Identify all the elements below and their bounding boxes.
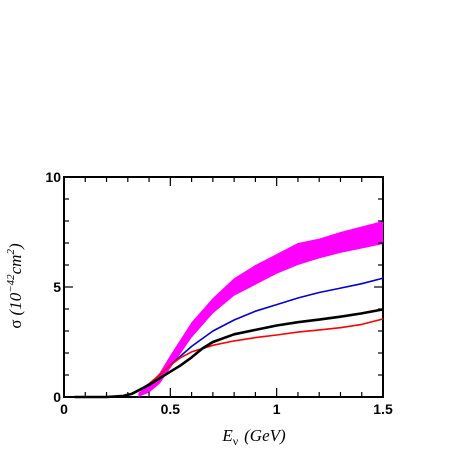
- x-axis-title: Eν (GeV): [221, 426, 286, 448]
- y-axis-symbol: σ: [6, 319, 25, 328]
- y-axis-unit-open: (10: [6, 292, 25, 315]
- y-axis-unit-exponent: −42: [5, 274, 17, 293]
- x-tick-label: 0: [60, 401, 68, 417]
- x-tick-label: 1: [273, 401, 281, 417]
- x-axis-subscript: ν: [233, 434, 239, 448]
- plot-frame: [63, 176, 384, 398]
- x-axis-variable: E: [221, 426, 233, 445]
- uncertainty-band-layer: [138, 221, 383, 397]
- series-line-2: [74, 318, 384, 398]
- y-tick-labels: 0 5 10: [45, 169, 61, 405]
- y-axis-title: σ (10−42cm2): [5, 243, 25, 329]
- y-axis-unit-cm: cm: [6, 255, 25, 275]
- plot-area: [63, 176, 384, 399]
- x-axis-unit: (GeV): [244, 426, 286, 445]
- uncertainty-band: [138, 221, 383, 397]
- series-line-3: [74, 308, 384, 399]
- tick-marks: [63, 176, 384, 398]
- y-tick-label: 0: [53, 389, 61, 405]
- y-tick-label: 5: [53, 279, 61, 295]
- y-axis-unit-close: ): [6, 243, 25, 250]
- x-tick-label: 1.5: [373, 401, 393, 417]
- y-tick-label: 10: [45, 169, 61, 185]
- x-tick-label: 0.5: [161, 401, 181, 417]
- y-axis-unit-squared: 2: [5, 249, 17, 255]
- series-layer: [74, 277, 384, 399]
- x-tick-labels: 0 0.5 1 1.5: [60, 401, 393, 417]
